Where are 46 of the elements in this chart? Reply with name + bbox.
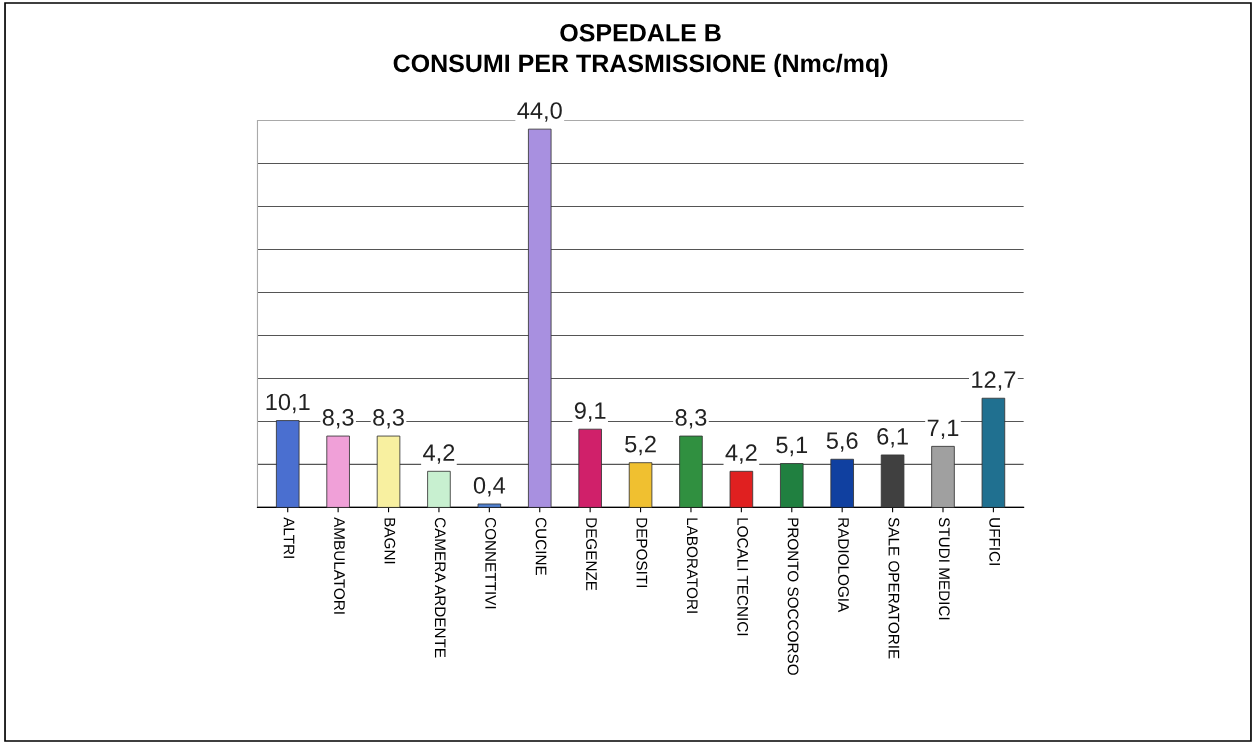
x-tick-label: BAGNI <box>384 518 396 564</box>
bar <box>275 420 300 508</box>
bar <box>326 435 350 508</box>
bar <box>679 435 703 508</box>
bar <box>981 397 1006 508</box>
data-label: 4,2 <box>423 444 455 464</box>
bar <box>830 458 854 508</box>
bar <box>628 462 653 508</box>
data-label: 9,1 <box>574 402 606 422</box>
x-tick-label: LOCALI TECNICI <box>737 518 749 636</box>
x-tick-label: RADIOLOGIA <box>838 518 849 613</box>
bar <box>931 445 955 508</box>
x-tick-label: UFFICI <box>989 518 1001 565</box>
bar <box>729 470 754 508</box>
x-tick-label: CUCINE <box>535 517 547 576</box>
x-tick-label: PRONTO SOCCORSO <box>787 518 799 675</box>
x-tick-label: STUDI MEDICI <box>938 517 950 620</box>
data-label: 5,2 <box>625 435 656 456</box>
bar <box>376 435 401 508</box>
x-tick-label: CONNETTIVI <box>485 517 497 609</box>
x-tick-label: SALE OPERATORIE <box>888 517 900 659</box>
bar <box>427 470 451 508</box>
x-tick-label: ALTRI <box>283 517 295 558</box>
data-label: 44,0 <box>517 102 562 122</box>
bar <box>527 128 552 508</box>
x-tick-label: CAMERA ARDENTE <box>434 517 446 658</box>
x-tick-label: AMBULATORI <box>334 517 345 614</box>
data-label: 5,1 <box>776 436 808 457</box>
x-tick-label: DEPOSITI <box>636 518 648 588</box>
data-label: 10,1 <box>266 393 310 414</box>
data-label: 12,7 <box>972 371 1016 391</box>
data-label: 4,2 <box>725 444 757 464</box>
bar <box>880 454 905 508</box>
chart-title: OSPEDALE B CONSUMI PER TRASMISSIONE (Nmc/mq) <box>393 23 888 78</box>
data-label: 8,3 <box>675 409 707 429</box>
x-tick-label: LABORATORI <box>686 518 698 613</box>
data-label: 8,3 <box>322 409 354 429</box>
bar <box>780 463 804 508</box>
data-label: 7,1 <box>927 419 959 439</box>
data-label: 0,4 <box>473 477 506 497</box>
data-label: 5,6 <box>826 432 858 452</box>
data-label: 8,3 <box>373 409 404 429</box>
x-tick-label: DEGENZE <box>586 518 597 591</box>
bar <box>477 503 502 508</box>
bar <box>578 428 602 508</box>
data-label: 6,1 <box>877 428 908 448</box>
